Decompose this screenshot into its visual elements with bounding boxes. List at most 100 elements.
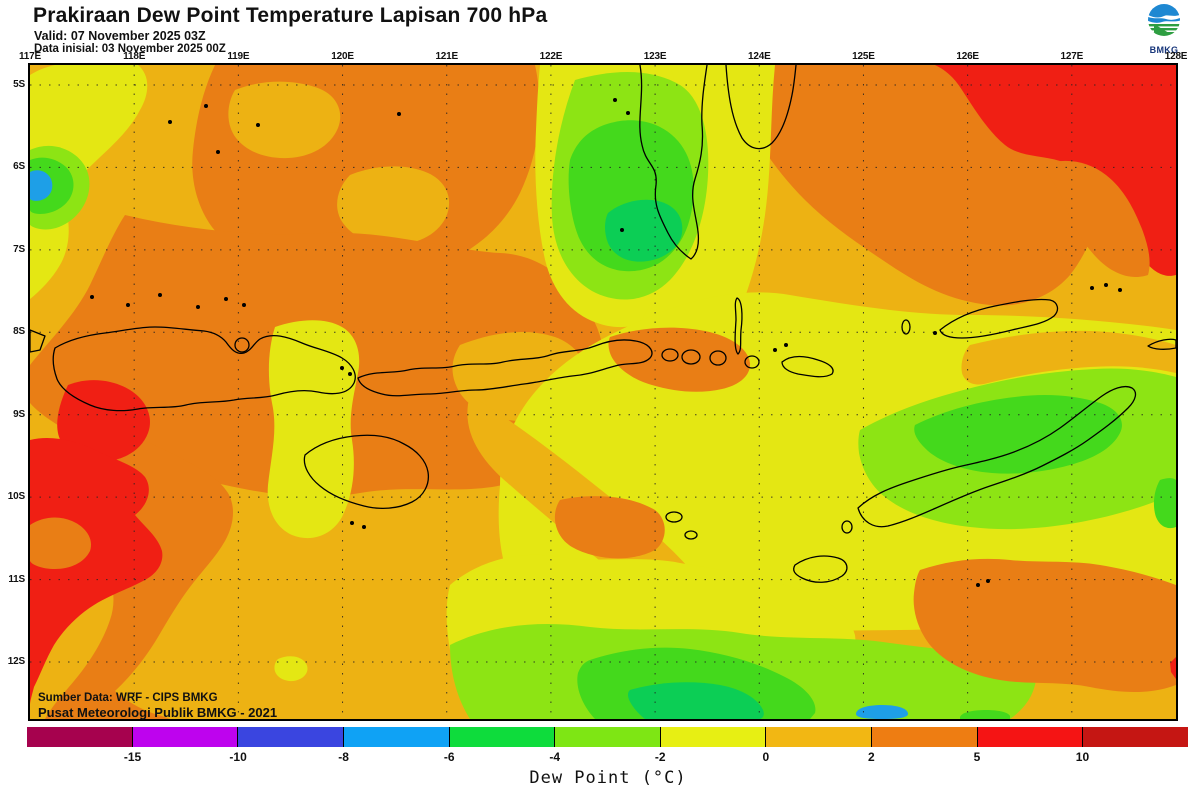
islet-dot [256,123,260,127]
colorbar-tick-label: 10 [1075,750,1090,764]
islet-dot [158,293,162,297]
islet-dot [90,295,94,299]
contour-region [274,656,308,682]
islet-dot [626,111,630,115]
coastline [709,350,727,366]
islet-dot [613,98,617,102]
islet-dot [1104,283,1108,287]
bmkg-logo-icon [1148,4,1180,36]
colorbar-tick-label: 0 [762,750,770,764]
colorbar-segment [871,727,977,747]
coastline [841,520,853,534]
latitude-tick-label: 11S [8,573,25,585]
map-canvas [28,63,1178,721]
islet-dot [773,348,777,352]
coastline [1147,338,1176,350]
colorbar-tick-label: -4 [549,750,561,764]
latitude-tick-label: 5S [13,79,25,90]
colorbar-segment [1082,727,1189,747]
colorbar-segment [448,727,555,747]
contour-region [1042,160,1150,278]
coastline [793,555,848,583]
colorbar-segment [765,727,872,747]
colorbar-segment [342,727,449,747]
coastline [744,355,760,369]
colorbar-tick-label: 5 [973,750,981,764]
data-source-credits: Sumber Data: WRF - CIPS BMKG Pusat Meteo… [38,692,277,719]
contour-region [935,65,1176,276]
colorbar-segment [131,727,238,747]
contour-region [30,438,163,705]
colorbar-tick-label: -15 [123,750,142,764]
colorbar-axis-label: Dew Point (°C) [529,768,687,788]
islet-dot [242,303,246,307]
islet-dot [933,331,937,335]
colorbar [27,727,1189,747]
colorbar-tick-label: -8 [338,750,349,764]
islet-dot [1118,288,1122,292]
contour-region [30,65,148,299]
islet-dot [1090,286,1094,290]
colorbar-segment [659,727,766,747]
coastline [857,385,1137,528]
initial-data-label: Data inisial: 03 November 2025 00Z [34,43,226,55]
contour-region [913,558,1176,692]
longitude-tick-label: 122E [539,51,563,62]
coastline [303,434,430,509]
latitude-tick-label: 8S [13,326,25,338]
islet-dot [340,366,344,370]
colorbar-tick-label: -6 [443,750,455,764]
contour-map [30,65,1176,719]
islet-dot [348,372,352,376]
coastline [52,326,356,412]
publisher-line: Pusat Meteorologi Publik BMKG - 2021 [38,705,278,720]
islet-dot [168,120,172,124]
coastline [734,297,743,355]
islet-dot [216,150,220,154]
islet-dot [397,112,401,116]
contour-region [914,395,1122,474]
colorbar-tick-label: -10 [229,750,247,764]
islet-dot [224,297,228,301]
source-line: Sumber Data: WRF - CIPS BMKG [38,692,218,704]
contour-region [960,710,1010,719]
contour-region [1153,478,1176,529]
islet-dot [976,583,980,587]
contour-region [267,320,360,539]
longitude-tick-label: 120E [331,51,354,62]
coastline [661,348,679,362]
colorbar-segment [237,727,343,747]
latitude-tick-label: 6S [13,161,25,173]
colorbar-segment [976,727,1083,747]
islet-dot [126,303,130,307]
coastline [639,65,708,260]
bmkg-logo-label: BMKG [1149,45,1179,55]
longitude-tick-label: 127E [1060,51,1084,62]
longitude-tick-label: 125E [852,51,875,62]
longitude-tick-label: 124E [747,51,771,62]
coastline [939,298,1059,339]
valid-time-label: Valid: 07 November 2025 03Z [34,29,206,43]
longitude-tick-label: 126E [956,51,979,62]
contour-region [961,330,1176,385]
contour-region [628,682,764,719]
colorbar-tick-label: -2 [654,750,666,764]
contour-region [30,517,92,569]
page-title: Prakiraan Dew Point Temperature Lapisan … [33,4,548,27]
coastline [901,319,911,335]
colorbar-segment [27,727,132,747]
coastline [781,355,834,378]
contour-region [554,496,665,559]
contour-region [856,705,908,719]
coastline [357,339,653,397]
longitude-tick-label: 119E [227,51,250,62]
contour-region [605,199,683,262]
coastline [725,65,797,150]
islet-dot [196,305,200,309]
coastline [30,329,46,353]
coastline [684,530,698,540]
islet-dot [986,579,990,583]
contour-region [228,81,341,159]
islet-dot [350,521,354,525]
